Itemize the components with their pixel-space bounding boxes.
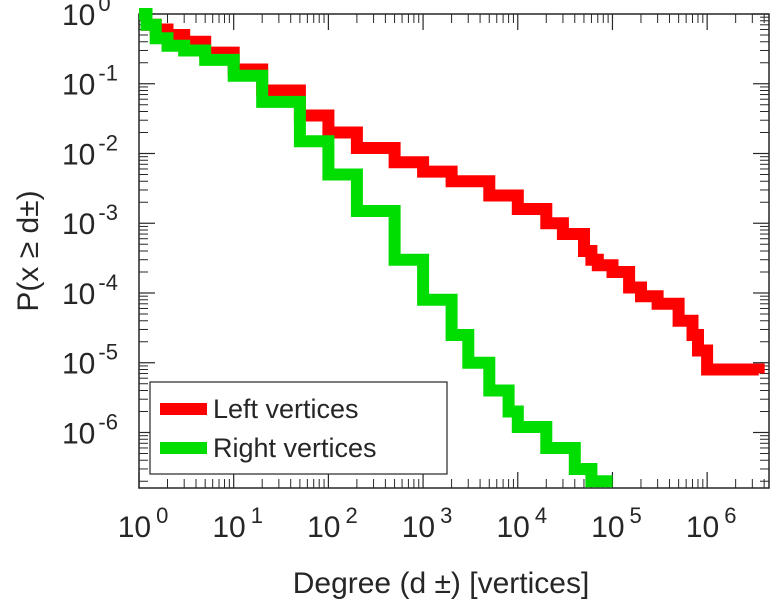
tick-labels: 10 0 10 1 10 2 10 3 10 4 10 5 10 6 10 0 10 -1 10 -2 10 -3 10 -4… [62,0,736,544]
y-tick-label: 10 -5 [62,340,118,381]
y-tick-label: 10 0 [62,0,111,32]
y-axis-label: P(x ≥ d±) [12,190,45,311]
y-tick-label: 10 -2 [62,130,118,171]
legend-label-right: Right vertices [213,433,377,463]
series-line-right [139,8,613,488]
y-tick-label: 10 -3 [62,200,118,241]
y-tick-label: 10 -6 [62,409,118,450]
x-tick-label: 10 4 [496,503,547,544]
x-tick-label: 10 2 [307,503,358,544]
x-axis-label: Degree (d ±) [vertices] [293,567,590,600]
x-tick-label: 10 1 [212,503,263,544]
x-tick-label: 10 5 [591,503,642,544]
series-layer [139,8,765,488]
legend: Left vertices Right vertices [149,381,448,475]
legend-label-left: Left vertices [213,394,359,424]
x-tick-label: 10 6 [686,503,737,544]
y-tick-label: 10 -4 [62,270,118,311]
x-tick-label: 10 3 [402,503,453,544]
y-tick-label: 10 -1 [62,61,118,102]
legend-box [149,381,448,475]
x-tick-label: 10 0 [118,503,169,544]
